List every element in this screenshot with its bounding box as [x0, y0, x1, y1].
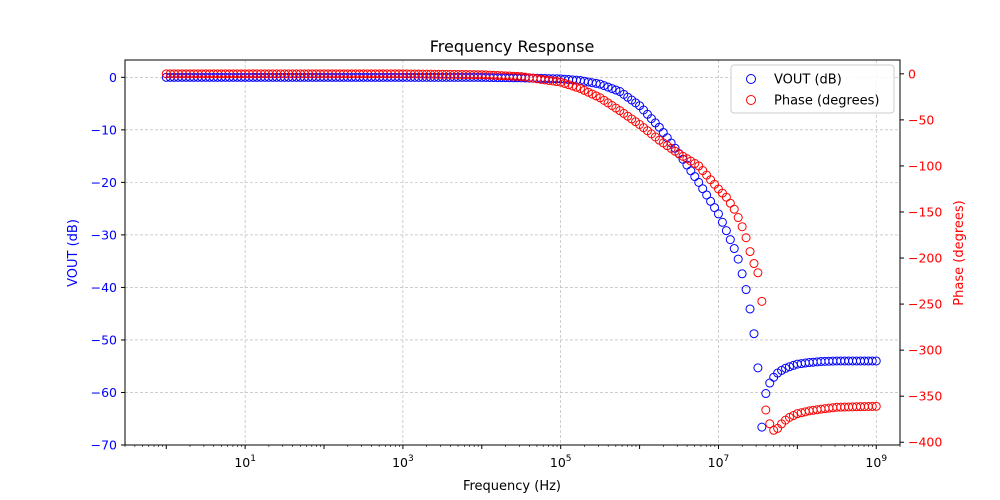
x-axis-label: Frequency (Hz) — [463, 479, 561, 494]
vout-point — [784, 362, 794, 372]
y-right-tick-label: −200 — [908, 251, 942, 266]
vout-point — [745, 304, 755, 314]
vout-point — [729, 244, 739, 254]
y-axis-right: 0 −50 −100 −150 −200 −250 −300 −350 −400 — [900, 66, 942, 450]
y-left-tick-label: 0 — [109, 70, 117, 85]
vout-point — [607, 84, 617, 94]
vout-point — [595, 79, 605, 89]
phase-point — [729, 204, 739, 214]
legend-label-vout: VOUT (dB) — [774, 73, 842, 88]
vout-point — [599, 81, 609, 91]
phase-point — [753, 268, 763, 278]
legend-label-phase: Phase (degrees) — [774, 94, 879, 109]
phase-point — [560, 78, 570, 88]
phase-point — [741, 233, 751, 243]
y-right-tick-label: −50 — [908, 112, 934, 127]
y-right-tick-label: 0 — [908, 66, 916, 81]
x-tick-label: 105 — [550, 454, 572, 470]
vout-point — [713, 209, 723, 219]
y-left-tick-label: −50 — [91, 332, 117, 347]
vout-point — [753, 363, 763, 373]
vout-point — [737, 269, 747, 279]
y-axis-right-label: Phase (degrees) — [952, 200, 967, 305]
y-left-tick-label: −30 — [91, 227, 117, 242]
chart-title: Frequency Response — [430, 37, 595, 56]
phase-point — [761, 405, 771, 415]
y-left-tick-label: −10 — [91, 122, 117, 137]
phase-point — [867, 401, 877, 411]
y-axis-left-label: VOUT (dB) — [66, 219, 81, 287]
vout-point — [871, 356, 881, 366]
phase-point — [556, 77, 566, 87]
y-right-tick-label: −100 — [908, 158, 942, 173]
legend-marker-phase — [746, 95, 756, 105]
phase-point — [745, 247, 755, 257]
vout-point — [741, 285, 751, 295]
y-right-tick-label: −150 — [908, 204, 942, 219]
phase-point — [765, 419, 775, 429]
x-tick-label: 109 — [865, 454, 887, 470]
x-tick-label: 103 — [392, 454, 414, 470]
vout-point — [749, 329, 759, 339]
plot-markers — [161, 69, 881, 435]
y-axis-left: 0 −10 −20 −30 −40 −50 −60 −70 — [91, 70, 125, 453]
y-left-tick-label: −20 — [91, 175, 117, 190]
phase-point — [579, 85, 589, 95]
vout-point — [761, 389, 771, 399]
vout-point — [733, 254, 743, 264]
vout-point — [721, 226, 731, 236]
vout-point — [717, 217, 727, 227]
legend-box — [730, 64, 895, 114]
phase-point — [737, 222, 747, 232]
y-right-tick-label: −250 — [908, 297, 942, 312]
x-tick-label: 101 — [234, 454, 256, 470]
y-right-tick-label: −350 — [908, 389, 942, 404]
vout-point — [611, 85, 621, 95]
vout-point — [725, 235, 735, 245]
phase-point — [749, 259, 759, 269]
vout-point — [757, 422, 767, 432]
x-axis: 101 103 105 107 109 — [124, 445, 901, 470]
vout-point — [603, 82, 613, 92]
y-left-tick-label: −70 — [91, 438, 117, 453]
phase-point — [564, 80, 574, 90]
phase-point — [587, 89, 597, 99]
phase-point — [571, 82, 581, 92]
vout-point — [867, 356, 877, 366]
phase-point — [568, 81, 578, 91]
vout-point — [706, 196, 716, 206]
legend: VOUT (dB) Phase (degrees) — [730, 64, 895, 114]
phase-point — [757, 296, 767, 306]
vout-point — [781, 363, 791, 373]
phase-point — [871, 401, 881, 411]
vout-point — [698, 184, 708, 194]
y-left-tick-label: −60 — [91, 385, 117, 400]
y-right-tick-label: −400 — [908, 435, 942, 450]
plot-frame — [124, 59, 901, 446]
vout-point — [694, 177, 704, 187]
phase-point — [733, 213, 743, 223]
legend-marker-vout — [746, 74, 756, 84]
x-tick-label: 107 — [708, 454, 730, 470]
phase-point — [784, 412, 794, 422]
vout-point — [710, 203, 720, 213]
y-right-tick-label: −300 — [908, 343, 942, 358]
vout-point — [702, 190, 712, 200]
y-left-tick-label: −40 — [91, 280, 117, 295]
